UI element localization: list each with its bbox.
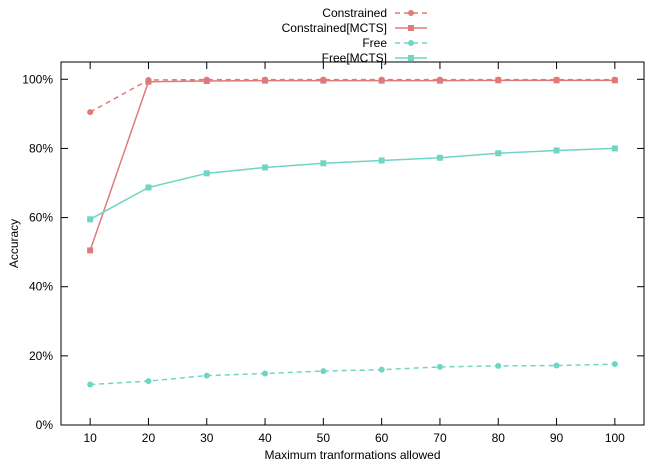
y-axis-title: Accuracy [7,219,21,268]
data-point [495,362,502,369]
legend-swatch-marker [408,25,414,31]
legend-item: Constrained [322,6,427,20]
data-point [87,216,94,223]
legend: ConstrainedConstrained[MCTS]FreeFree[MCT… [282,6,427,65]
data-point [203,78,210,85]
series-free-mcts [87,145,618,223]
x-axis: 10 20 30 40 50 60 70 80 90 100 [83,62,625,445]
data-point [145,184,152,191]
x-tick-label: 80 [492,431,506,445]
series-line [89,78,615,113]
x-tick-label: 60 [375,431,389,445]
data-point [553,362,560,369]
legend-label: Constrained [322,6,387,20]
legend-item: Constrained[MCTS] [282,21,427,35]
legend-item: Free [362,36,427,50]
data-point [145,378,152,385]
data-point [378,157,385,164]
series-layer [87,76,618,388]
data-point [553,147,560,154]
series-constrained-mcts [87,77,618,254]
data-point [436,77,443,84]
data-point [203,170,210,177]
data-point [436,363,443,370]
data-point [378,77,385,84]
x-tick-label: 40 [258,431,272,445]
data-point [87,247,94,254]
plot-area-frame [60,61,645,426]
data-point [320,160,327,167]
x-tick-label: 50 [317,431,331,445]
data-point [611,77,618,84]
data-point [320,77,327,84]
legend-item: Free[MCTS] [322,51,427,65]
data-point [611,145,618,152]
data-point [145,78,152,85]
x-tick-label: 70 [433,431,447,445]
series-line [90,363,615,386]
x-tick-label: 100 [605,431,625,445]
x-tick-label: 20 [142,431,156,445]
data-point [320,368,327,375]
legend-label: Free [362,36,387,50]
data-point [203,372,210,379]
y-tick-label: 0% [36,418,54,432]
series-constrained [87,76,618,116]
y-tick-label: 100% [22,72,53,86]
data-point [611,361,618,368]
series-line [89,147,615,220]
data-point [262,370,269,377]
data-point [378,366,385,373]
data-point [87,109,94,116]
data-point [495,77,502,84]
data-point [262,164,269,171]
data-point [553,77,560,84]
x-tick-label: 30 [200,431,214,445]
y-axis: 0% 20% 40% 60% 80% 100% [22,72,644,432]
x-tick-label: 10 [83,431,97,445]
series-free [87,361,618,388]
data-point [495,150,502,157]
legend-label: Free[MCTS] [322,51,387,65]
y-tick-label: 60% [29,211,53,225]
data-point [87,381,94,388]
x-tick-label: 90 [550,431,564,445]
y-tick-label: 40% [29,280,53,294]
legend-swatch-marker [408,10,414,16]
series-line [89,79,615,251]
x-axis-title: Maximum tranformations allowed [264,448,440,462]
legend-swatch-marker [408,40,414,46]
legend-label: Constrained[MCTS] [282,21,387,35]
data-point [262,77,269,84]
legend-swatch-marker [408,55,414,61]
y-tick-label: 20% [29,349,53,363]
y-tick-label: 80% [29,141,53,155]
data-point [436,154,443,161]
